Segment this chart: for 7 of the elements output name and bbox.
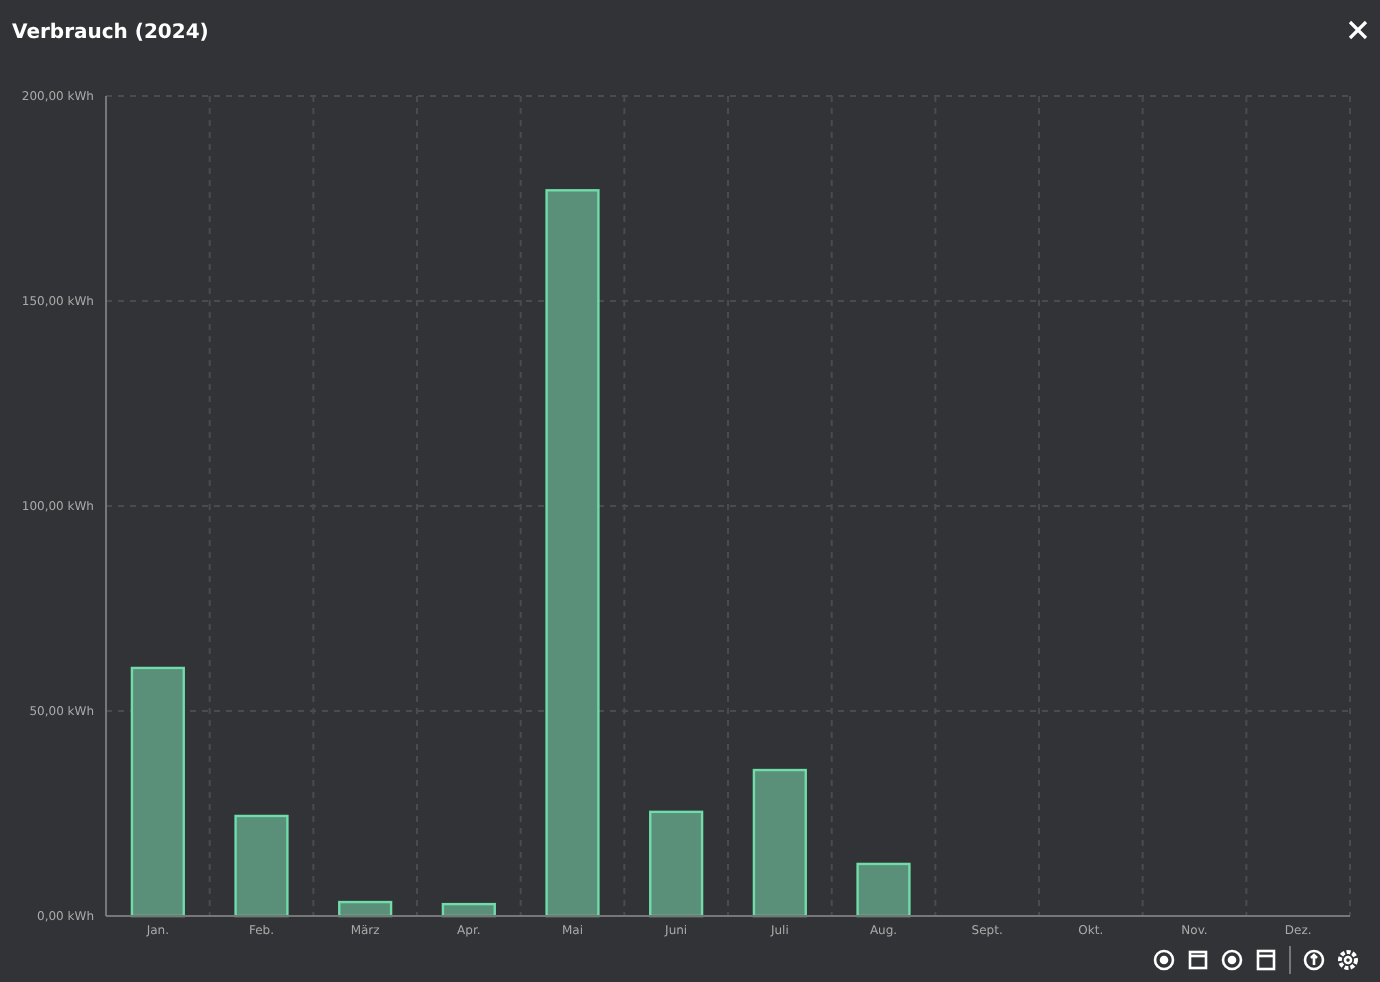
chart-title: Verbrauch (2024) (12, 22, 209, 44)
bar (649, 810, 704, 918)
bar (130, 666, 185, 918)
bar (856, 862, 911, 918)
bar (234, 814, 289, 918)
bar (545, 189, 600, 918)
bar (752, 768, 807, 918)
